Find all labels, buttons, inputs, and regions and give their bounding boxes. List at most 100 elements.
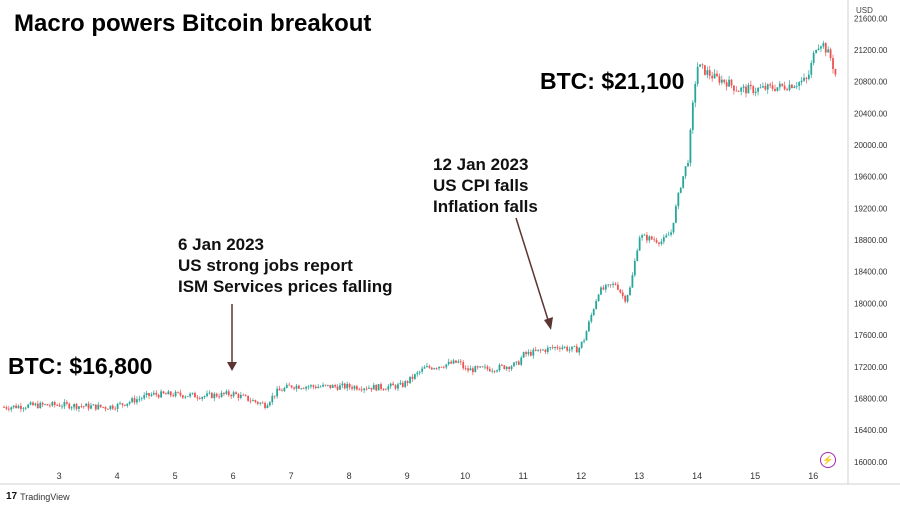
y-tick-label: 19600.00 [854,173,888,182]
candle-body [515,361,518,363]
x-tick-label: 11 [518,471,527,481]
candle-body [660,241,663,244]
candle-body [191,392,194,394]
candle-body [384,389,387,391]
candle-body [353,386,356,389]
candle-body [22,408,25,410]
candle-body [484,366,486,368]
candle-body [208,392,211,394]
candle-body [220,392,223,398]
candle-body [626,295,629,302]
candle-body [469,368,472,371]
x-tick-label: 16 [808,471,818,481]
candle-body [558,348,561,350]
candle-body [781,83,784,86]
candle-body [3,407,5,408]
candle-body [198,398,201,399]
candle-body [331,385,334,388]
candle-body [266,405,269,408]
y-tick-label: 20400.00 [854,109,888,118]
candle-body [486,366,489,369]
candle-body [720,79,723,83]
candle-body [276,388,279,397]
candle-body [404,381,407,387]
candle-body [728,79,730,87]
annotation-line: Inflation falls [433,197,538,216]
candle-body [525,352,527,355]
candle-body [435,368,438,370]
candle-body [239,394,242,398]
candle-body [252,400,254,402]
candle-body [537,349,540,351]
candle-body [653,239,656,241]
candle-body [314,386,317,389]
candle-body [462,362,465,369]
candle-body [529,351,532,356]
candle-body [832,58,834,70]
candle-body [210,392,213,399]
tradingview-logo[interactable]: 17 TradingView [6,491,70,502]
candle-body [631,275,634,288]
candle-body [411,376,414,379]
candle-body [295,385,298,389]
candle-body [136,399,138,403]
candle-body [360,389,363,391]
candle-body [604,285,607,290]
candle-body [643,234,646,236]
candle-body [786,89,788,91]
candle-body [742,86,745,88]
lightning-icon[interactable]: ⚡ [820,452,836,468]
candle-body [87,403,90,409]
candle-body [32,402,34,406]
candle-body [423,367,426,369]
candle-body [641,235,643,238]
candle-body [181,395,184,398]
annotation-date: 12 Jan 2023 [433,155,529,174]
x-tick-label: 9 [405,471,410,481]
candle-body [194,392,196,398]
candle-body [237,394,240,398]
candle-body [119,403,121,405]
candle-body [544,349,547,352]
candle-body [288,384,291,386]
candle-body [179,392,182,396]
candle-body [416,372,419,375]
candle-body [747,84,750,94]
candle-body [493,370,496,372]
candle-body [162,391,165,394]
annotation-line: US CPI falls [433,176,529,195]
candle-body [334,385,337,387]
candle-body [264,402,266,408]
candle-body [699,64,701,67]
candle-body [319,386,322,388]
candle-body [670,232,672,235]
candle-body [365,388,368,390]
candle-body [749,84,752,87]
candle-body [607,284,610,286]
candle-body [752,86,755,93]
candle-body [614,283,617,285]
candle-body [196,397,199,399]
candle-body [44,404,46,405]
candle-body [152,392,155,395]
annotation-line: US strong jobs report [178,256,353,275]
candle-body [90,405,92,409]
candle-body [15,405,17,409]
y-tick-label: 16400.00 [854,426,888,435]
cpi-arrowhead [544,317,553,330]
candle-body [145,393,148,396]
candle-body [114,408,117,410]
cpi-annotation: 12 Jan 2023 US CPI falls Inflation falls [433,154,538,217]
candle-body [740,87,743,92]
candle-body [107,408,109,410]
candle-body [377,384,380,391]
candle-body [503,365,506,370]
candle-body [534,349,537,351]
candle-body [104,407,107,409]
candle-body [326,384,329,386]
candle-body [687,162,689,167]
candle-body [305,386,308,389]
x-tick-label: 13 [634,471,644,481]
candle-body [798,82,801,86]
